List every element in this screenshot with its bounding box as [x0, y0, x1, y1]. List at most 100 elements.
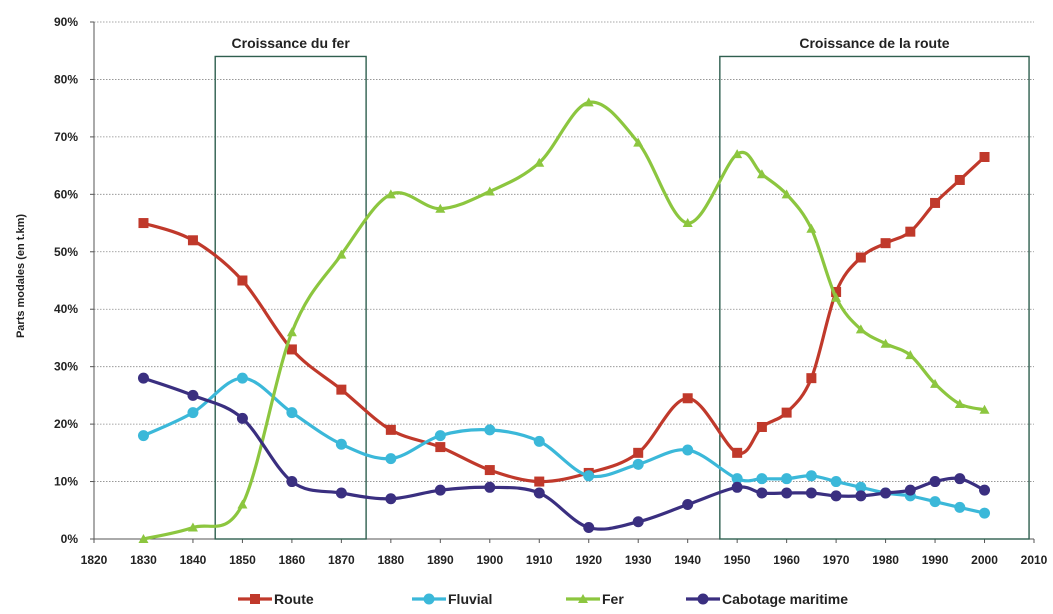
- data-point-fluvial: [979, 507, 991, 519]
- y-tick-label: 60%: [54, 187, 78, 201]
- data-point-route: [855, 252, 866, 263]
- data-point-fer: [435, 203, 446, 213]
- legend-item-route: Route: [238, 591, 314, 607]
- data-point-fluvial: [954, 501, 966, 513]
- annotation-boxes: Croissance du fer Croissance de la route: [214, 35, 1030, 540]
- data-point-fluvial: [484, 424, 496, 436]
- data-point-fluvial: [434, 430, 446, 442]
- data-point-fluvial: [682, 444, 694, 456]
- legend-marker-route: [250, 594, 260, 604]
- data-point-fer: [583, 97, 594, 107]
- data-point-fluvial: [805, 470, 817, 482]
- legend-label-cabotage-maritime: Cabotage maritime: [722, 591, 848, 607]
- series-line-cabotage-maritime: [141, 376, 987, 531]
- data-point-route: [880, 238, 891, 249]
- data-point-cabotage-maritime: [731, 481, 743, 493]
- data-point-cabotage-maritime: [533, 487, 545, 499]
- data-point-fluvial: [286, 407, 298, 419]
- data-point-fer: [385, 189, 396, 199]
- series-line-route: [141, 155, 987, 484]
- y-tick-label: 10%: [54, 475, 78, 489]
- data-point-route: [336, 384, 347, 395]
- y-tick-label: 0%: [61, 532, 79, 546]
- data-point-cabotage-maritime: [385, 493, 397, 505]
- x-tick-label: 1920: [575, 553, 602, 567]
- data-point-fer: [682, 218, 693, 228]
- data-point-fluvial: [756, 473, 768, 485]
- legend-label-route: Route: [274, 591, 314, 607]
- x-tick-label: 1880: [377, 553, 404, 567]
- x-tick-label: 1830: [130, 553, 157, 567]
- x-tick-label: 1990: [922, 553, 949, 567]
- annotation-label: Croissance du fer: [232, 35, 351, 51]
- legend-label-fluvial: Fluvial: [448, 591, 492, 607]
- data-point-fluvial: [830, 476, 842, 488]
- data-point-cabotage-maritime: [434, 484, 446, 496]
- data-point-cabotage-maritime: [286, 476, 298, 488]
- data-point-fer: [286, 327, 297, 337]
- data-point-route: [435, 442, 446, 453]
- data-point-fer: [954, 399, 965, 409]
- data-point-cabotage-maritime: [830, 490, 842, 502]
- legend: Route Fluvial Fer Cabotage maritime: [238, 591, 848, 607]
- legend-item-cabotage-maritime: Cabotage maritime: [686, 591, 848, 607]
- data-point-cabotage-maritime: [880, 487, 892, 499]
- data-point-route: [806, 373, 817, 384]
- data-point-fer: [138, 534, 149, 543]
- data-point-cabotage-maritime: [954, 473, 966, 485]
- data-point-route: [781, 407, 792, 418]
- series-route: [138, 151, 990, 487]
- x-tick-label: 1870: [328, 553, 355, 567]
- data-point-fer: [781, 189, 792, 199]
- data-point-fer: [633, 137, 644, 147]
- y-tick-label: 70%: [54, 130, 78, 144]
- annotation-label: Croissance de la route: [799, 35, 949, 51]
- x-tick-label: 1860: [279, 553, 306, 567]
- legend-item-fer: Fer: [566, 591, 624, 607]
- data-point-fluvial: [385, 453, 397, 465]
- legend-item-fluvial: Fluvial: [412, 591, 492, 607]
- series-fer: [138, 97, 990, 543]
- data-point-fer: [880, 338, 891, 348]
- data-point-fer: [484, 186, 495, 196]
- legend-marker-cabotage-maritime: [697, 593, 709, 605]
- data-point-fluvial: [781, 473, 793, 485]
- data-point-fer: [979, 404, 990, 414]
- x-tick-label: 1950: [724, 553, 751, 567]
- x-tick-label: 2000: [971, 553, 998, 567]
- data-point-fluvial: [533, 435, 545, 447]
- data-point-cabotage-maritime: [904, 484, 916, 496]
- data-point-cabotage-maritime: [187, 389, 199, 401]
- annotation-box: [214, 55, 367, 540]
- data-point-cabotage-maritime: [929, 476, 941, 488]
- data-point-route: [286, 344, 297, 355]
- data-point-fer: [336, 249, 347, 259]
- y-tick-label: 90%: [54, 15, 78, 29]
- x-tick-label: 1850: [229, 553, 256, 567]
- axes: [90, 21, 1035, 543]
- data-point-cabotage-maritime: [805, 487, 817, 499]
- data-point-fer: [855, 324, 866, 334]
- gridlines: [94, 21, 1034, 482]
- legend-label-fer: Fer: [602, 591, 624, 607]
- y-tick-label: 20%: [54, 417, 78, 431]
- data-point-cabotage-maritime: [484, 481, 496, 493]
- data-point-fluvial: [855, 481, 867, 493]
- y-tick-label: 40%: [54, 302, 78, 316]
- data-point-cabotage-maritime: [335, 487, 347, 499]
- data-point-route: [682, 393, 693, 404]
- data-point-fer: [905, 350, 916, 360]
- data-point-fer: [831, 292, 842, 302]
- data-point-fer: [534, 157, 545, 167]
- data-point-route: [385, 424, 396, 435]
- y-tick-label: 30%: [54, 360, 78, 374]
- data-point-route: [187, 235, 198, 246]
- data-point-fer: [237, 499, 248, 509]
- data-point-route: [633, 447, 644, 458]
- data-point-fer: [732, 149, 743, 159]
- annotation-box: [719, 55, 1030, 540]
- data-point-fluvial: [137, 430, 149, 442]
- data-point-cabotage-maritime: [583, 522, 595, 534]
- x-tick-label: 1900: [476, 553, 503, 567]
